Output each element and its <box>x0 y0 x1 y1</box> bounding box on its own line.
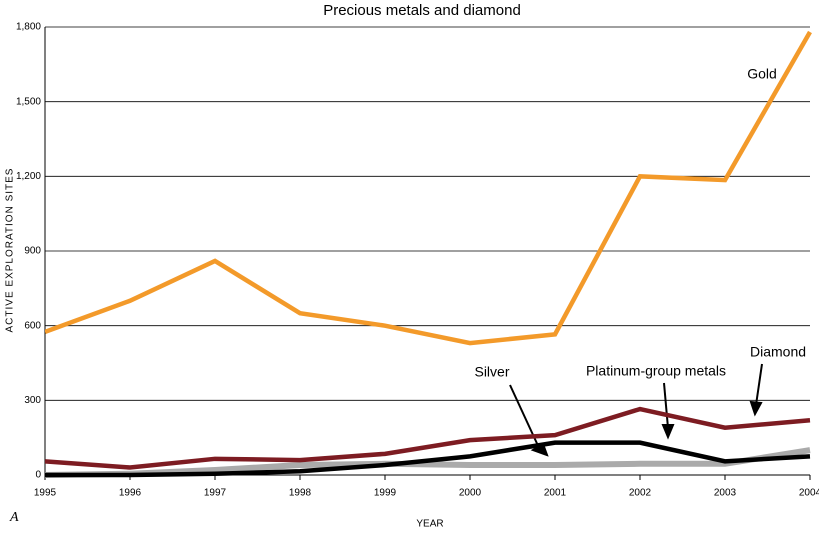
annotation-arrows <box>509 363 763 457</box>
y-tick-label: 900 <box>24 246 41 257</box>
y-tick-label: 600 <box>24 320 41 331</box>
legend-label: Silver <box>474 364 509 380</box>
chart-title: Precious metals and diamond <box>323 2 521 19</box>
legend-label: Gold <box>747 66 777 82</box>
x-tick-label: 1998 <box>289 488 312 499</box>
series-line <box>45 447 811 478</box>
arrow <box>755 363 763 406</box>
x-tick-label: 1995 <box>34 488 57 499</box>
y-tick-label: 1,200 <box>16 171 41 182</box>
x-axis-label: YEAR <box>416 519 443 530</box>
legend-label: Diamond <box>750 344 806 360</box>
y-tick-label: 1,500 <box>16 96 41 107</box>
arrow <box>509 384 541 451</box>
y-axis-label: ACTIVE EXPLORATION SITES <box>5 168 16 333</box>
x-tick-label: 1999 <box>374 488 397 499</box>
x-tick-label: 2004 <box>799 488 819 499</box>
x-tick-label: 1996 <box>119 488 142 499</box>
y-tick-label: 0 <box>35 470 41 481</box>
y-tick-label: 300 <box>24 395 41 406</box>
x-tick-label: 2000 <box>459 488 482 499</box>
panel-label: A <box>9 510 19 525</box>
series-line <box>45 30 812 346</box>
arrow <box>663 382 669 429</box>
x-tick-label: 2003 <box>714 488 737 499</box>
x-tick-label: 2002 <box>629 488 652 499</box>
arrow-head <box>749 400 763 417</box>
x-tick-label: 1997 <box>204 488 227 499</box>
arrow-head <box>661 424 675 440</box>
x-tick-label: 2001 <box>544 488 567 499</box>
series-line <box>45 440 811 478</box>
series-line <box>45 406 811 470</box>
y-tick-label: 1,800 <box>16 22 41 33</box>
legend-label: Platinum-group metals <box>586 363 726 379</box>
